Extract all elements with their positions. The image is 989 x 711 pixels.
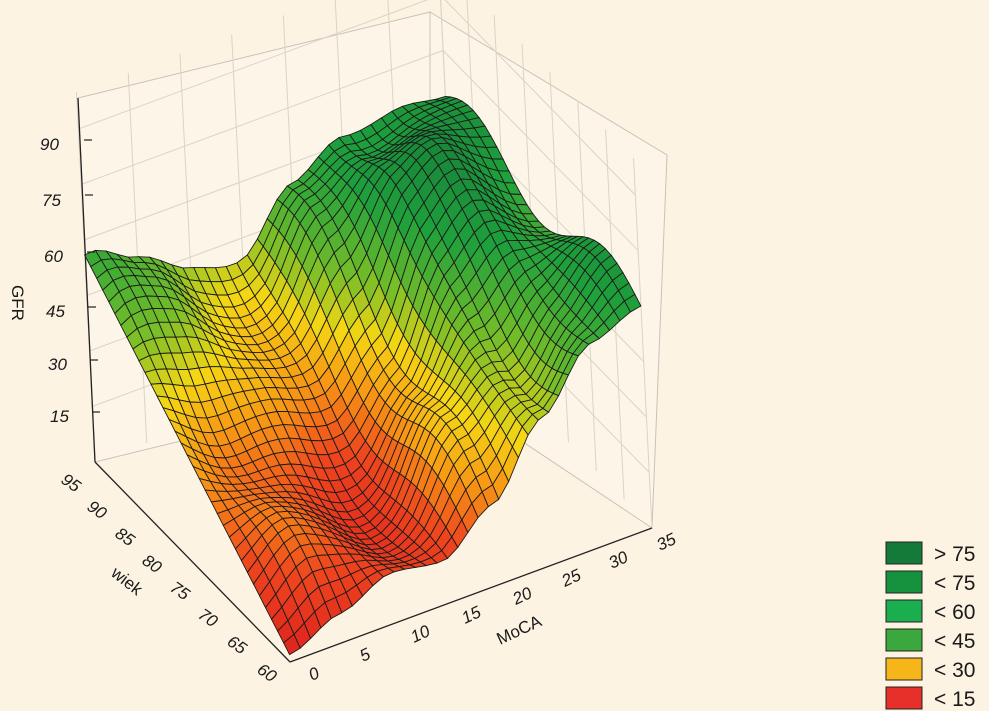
x-tick-20: 20	[509, 583, 536, 609]
legend-swatch-lt45	[885, 628, 923, 652]
x-tick-15: 15	[459, 602, 485, 627]
grid-line	[442, 50, 639, 251]
legend-swatch-lt15	[885, 686, 923, 710]
legend-label-lt60: < 60	[934, 601, 975, 624]
y-tick-60: 60	[254, 660, 281, 687]
y-tick-85: 85	[112, 524, 139, 551]
z-tick-45: 45	[46, 302, 65, 321]
x-tick-30: 30	[606, 547, 632, 572]
legend-label-lt75: < 75	[934, 572, 975, 595]
y-tick-95: 95	[58, 470, 85, 497]
x-tick-35: 35	[654, 529, 680, 554]
surface-mesh	[83, 95, 642, 656]
grid-line	[444, 0, 636, 196]
y-tick-90: 90	[84, 497, 111, 524]
legend-label-gt75: > 75	[934, 543, 975, 566]
legend-label-lt30: < 30	[934, 659, 975, 682]
legend-swatch-lt30	[885, 657, 923, 681]
legend-label-lt15: < 15	[934, 688, 975, 711]
z-axis-label: GFR	[8, 285, 27, 321]
z-tick-60: 60	[44, 247, 63, 266]
legend-label-lt45: < 45	[934, 630, 975, 653]
grid-line	[633, 157, 653, 529]
legend-swatch-lt60	[885, 599, 923, 623]
grid-line	[80, 50, 444, 185]
y-tick-75: 75	[167, 578, 194, 605]
legend: > 75 < 75 < 60 < 45 < 30 < 15	[885, 541, 975, 711]
x-tick-5: 5	[357, 644, 374, 665]
z-tick-90: 90	[40, 135, 59, 154]
x-tick-25: 25	[558, 565, 585, 591]
legend-swatch-gt75	[885, 541, 923, 565]
axis-lines	[77, 97, 653, 663]
z-tick-15: 15	[50, 407, 69, 426]
z-axis: 90 75 60 45 30 15 GFR	[8, 135, 100, 426]
z-tick-75: 75	[42, 191, 61, 210]
x-axis-label: MoCA	[494, 611, 545, 648]
y-tick-80: 80	[139, 551, 166, 578]
x-tick-10: 10	[408, 621, 434, 646]
x-tick-0: 0	[306, 663, 323, 684]
z-tick-30: 30	[48, 355, 67, 374]
y-tick-70: 70	[195, 605, 222, 632]
surface-cell	[283, 633, 301, 656]
y-tick-65: 65	[224, 632, 251, 659]
y-axis-label: wiek	[107, 563, 147, 600]
legend-swatch-lt75	[885, 570, 923, 594]
grid-line	[78, 0, 429, 130]
